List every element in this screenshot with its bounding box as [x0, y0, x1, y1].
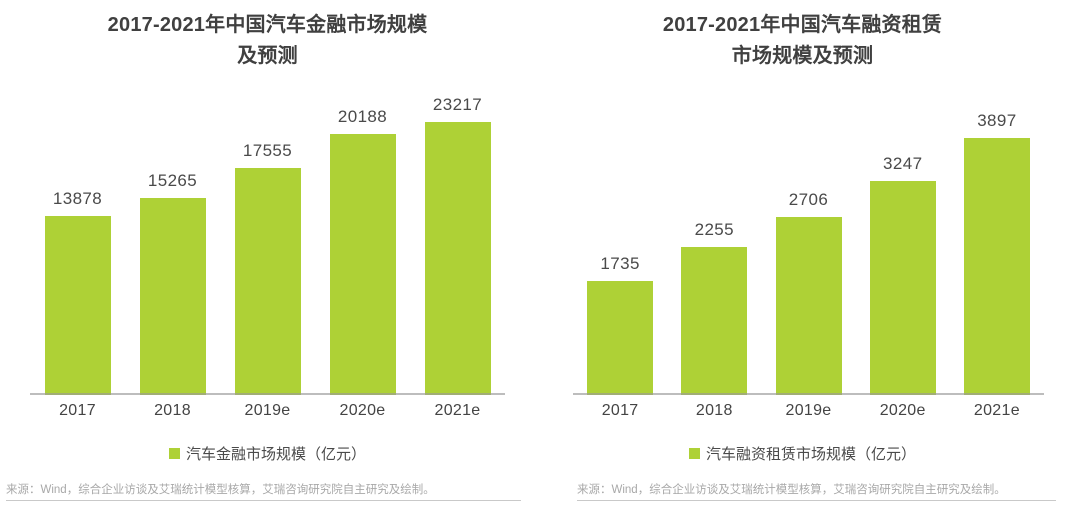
bar-slot[interactable]: 3247	[856, 95, 950, 395]
bar-rect[interactable]	[44, 216, 111, 395]
bar-value-label: 2255	[694, 220, 735, 239]
bar-value-label: 20188	[337, 107, 388, 126]
bar-group-right: 1735 2255 2706 3247 3897	[573, 95, 1044, 395]
title-line-2: 及预测	[237, 45, 298, 67]
bar-value-label: 15265	[147, 171, 198, 190]
plot-area-right: 1735 2255 2706 3247 3897	[573, 95, 1044, 395]
bar-slot[interactable]: 1735	[573, 95, 667, 395]
legend-label: 汽车融资租赁市场规模（亿元）	[705, 446, 916, 463]
x-tick: 2017	[59, 402, 96, 419]
source-note-left: 来源：Wind，综合企业访谈及艾瑞统计模型核算，艾瑞咨询研究院自主研究及绘制。	[6, 481, 521, 501]
title-line-2: 市场规模及预测	[731, 45, 874, 67]
x-tick: 2018	[154, 402, 191, 419]
page-title-left: 2017-2021年中国汽车金融市场规模 及预测	[0, 10, 535, 72]
x-tick: 2018	[695, 402, 733, 419]
legend-swatch-icon	[688, 448, 700, 459]
x-tick: 2021e	[973, 402, 1020, 419]
bar-value-label: 3247	[883, 154, 923, 173]
bar-rect[interactable]	[587, 281, 654, 395]
bar-rect[interactable]	[234, 168, 301, 395]
bar-group-left: 13878 15265 17555 20188 23217	[30, 95, 505, 395]
bar-rect[interactable]	[139, 198, 206, 395]
bar-rect[interactable]	[329, 134, 396, 395]
x-tick: 2020e	[339, 402, 386, 419]
bar-slot[interactable]: 20188	[315, 95, 410, 395]
legend-swatch-icon	[168, 448, 180, 459]
bar-rect[interactable]	[963, 138, 1030, 395]
bar-slot[interactable]: 23217	[410, 95, 505, 395]
x-axis-labels-left: 2017 2018 2019e 2020e 2021e	[30, 402, 505, 420]
title-line-1: 2017-2021年中国汽车金融市场规模	[107, 14, 428, 36]
bar-value-label: 23217	[432, 95, 483, 114]
x-axis-line	[573, 393, 1044, 395]
bar-slot[interactable]: 17555	[220, 95, 315, 395]
bar-slot[interactable]: 3897	[950, 95, 1044, 395]
bar-value-label: 2706	[788, 190, 829, 209]
bar-slot[interactable]: 15265	[125, 95, 220, 395]
plot-area-left: 13878 15265 17555 20188 23217	[30, 95, 505, 395]
bar-value-label: 13878	[52, 189, 103, 208]
bar-value-label: 17555	[242, 141, 293, 160]
x-tick: 2019e	[244, 402, 291, 419]
bar-rect[interactable]	[424, 122, 491, 395]
x-tick: 2017	[601, 402, 639, 419]
bar-value-label: 3897	[977, 111, 1017, 130]
chart-panel-auto-finance: 2017-2021年中国汽车金融市场规模 及预测 13878 15265 175…	[0, 10, 535, 501]
bar-rect[interactable]	[869, 181, 936, 395]
legend-label: 汽车金融市场规模（亿元）	[185, 446, 366, 463]
legend-right: 汽车融资租赁市场规模（亿元）	[535, 443, 1070, 464]
bar-value-label: 1735	[600, 254, 640, 273]
title-line-1: 2017-2021年中国汽车融资租赁	[662, 14, 943, 36]
bar-slot[interactable]: 2255	[667, 95, 761, 395]
source-note-right: 来源：Wind，综合企业访谈及艾瑞统计模型核算，艾瑞咨询研究院自主研究及绘制。	[577, 481, 1056, 501]
x-axis-line	[30, 393, 505, 395]
x-tick: 2020e	[879, 402, 926, 419]
bar-rect[interactable]	[681, 247, 748, 395]
bar-rect[interactable]	[775, 217, 842, 395]
x-tick: 2019e	[785, 402, 832, 419]
bar-slot[interactable]: 13878	[30, 95, 125, 395]
x-tick: 2021e	[434, 402, 481, 419]
chart-panel-auto-leasing: 2017-2021年中国汽车融资租赁 市场规模及预测 1735 2255 270…	[535, 0, 1070, 507]
legend-left: 汽车金融市场规模（亿元）	[0, 443, 535, 464]
page-title-right: 2017-2021年中国汽车融资租赁 市场规模及预测	[535, 10, 1070, 72]
bar-slot[interactable]: 2706	[761, 95, 855, 395]
x-axis-labels-right: 2017 2018 2019e 2020e 2021e	[573, 402, 1044, 420]
